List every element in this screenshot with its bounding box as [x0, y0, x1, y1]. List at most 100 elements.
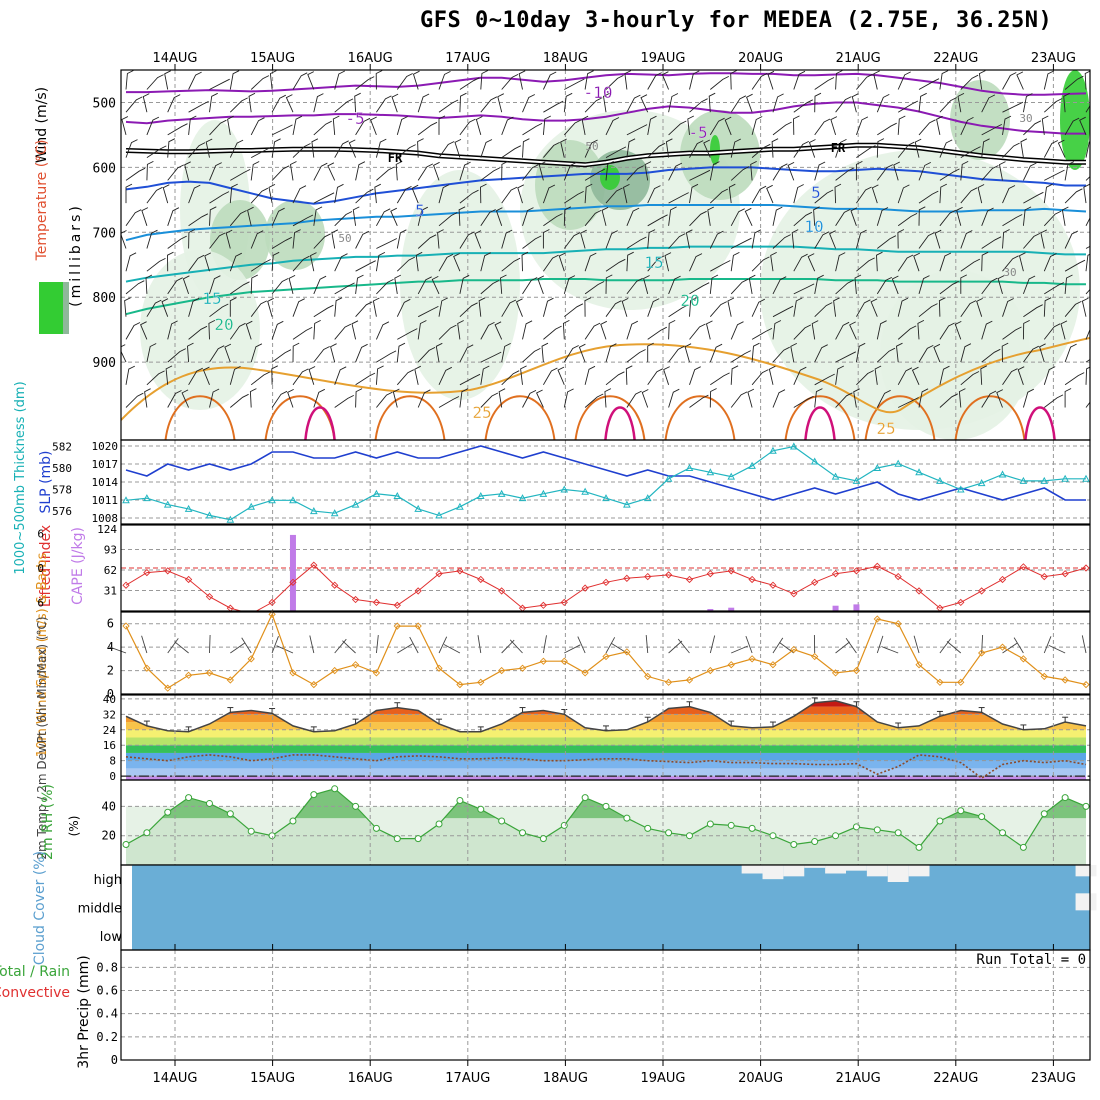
- wind-barb: [772, 389, 786, 408]
- wind-barb: [793, 297, 803, 317]
- lifted-index-marker: [205, 593, 214, 601]
- wind-barb: [647, 142, 666, 158]
- wind-barb: [334, 253, 348, 272]
- wind-tick-label: 2: [107, 664, 114, 678]
- wind-barb: [144, 388, 151, 408]
- wind10m-marker: [435, 664, 443, 672]
- thickness-marker: [518, 494, 527, 502]
- wind-barb: [563, 232, 581, 249]
- wind-barb: [1085, 401, 1090, 408]
- wind-barb: [626, 349, 646, 363]
- wind-barb: [668, 206, 677, 226]
- wind-barb: [917, 319, 925, 340]
- thickness-marker: [435, 511, 443, 519]
- wind-barb: [355, 301, 373, 318]
- lifted-index-marker: [414, 587, 422, 595]
- isotherm-35-line: [1024, 406, 1056, 440]
- wind-barb: [1041, 115, 1049, 135]
- wind-barb: [770, 251, 777, 272]
- wind-barb: [497, 93, 505, 113]
- wind-barb: [1022, 275, 1036, 295]
- top-day-label: 15AUG: [250, 51, 295, 66]
- lifted-index-marker: [1040, 572, 1048, 581]
- wind-barb: [913, 252, 921, 272]
- wind10m-marker: [602, 652, 610, 661]
- wind-barb: [438, 297, 449, 317]
- wind-barb: [522, 164, 539, 181]
- wind-barbs-upper: [121, 70, 1090, 408]
- wind10m-marker: [498, 666, 506, 675]
- wind-barb: [287, 388, 294, 408]
- wind10m-barb: [939, 638, 952, 654]
- wind-barb: [730, 166, 750, 181]
- wind-barb: [626, 124, 648, 136]
- wind-barb: [793, 140, 810, 158]
- wind-barb: [1002, 298, 1014, 317]
- wind-barb: [876, 164, 894, 181]
- wind-barb: [876, 251, 883, 272]
- thickness-marker: [351, 500, 360, 508]
- wind-barb: [376, 208, 391, 227]
- wind-barb: [918, 92, 927, 113]
- wind-barb: [661, 71, 670, 90]
- wind-barb: [271, 278, 289, 295]
- wind-barb: [584, 252, 597, 272]
- wind-barb: [1043, 140, 1059, 158]
- wind-barb: [1043, 297, 1052, 317]
- wind-barb: [229, 252, 243, 272]
- wind-barb: [960, 187, 978, 204]
- pressure-tick-label: 800: [93, 291, 116, 306]
- wind-barb: [458, 206, 466, 226]
- wind-barb: [457, 320, 464, 340]
- wind-barb: [417, 93, 430, 113]
- wind-barb: [374, 183, 382, 204]
- wind-barb: [1020, 138, 1028, 158]
- wind-barb: [453, 253, 461, 272]
- wind-barb: [709, 161, 720, 181]
- wind-barb: [850, 207, 858, 226]
- wind-barb: [793, 366, 807, 385]
- wind-barb: [876, 138, 885, 158]
- wind-barb: [352, 206, 360, 226]
- wind-barb: [1057, 139, 1066, 158]
- wind-barb: [939, 70, 949, 90]
- wind-barb: [647, 326, 668, 340]
- wind-barb: [807, 253, 816, 272]
- rh2m-marker: [811, 838, 819, 846]
- wind-barb: [750, 160, 757, 181]
- wind-barb: [960, 74, 979, 90]
- wind-barb: [622, 183, 630, 204]
- wind-barb: [227, 115, 234, 135]
- wind-barb: [249, 388, 257, 408]
- wind-barb: [247, 206, 254, 226]
- wind10m-marker: [414, 622, 422, 630]
- wind-barb: [1063, 92, 1070, 113]
- rh2m-marker: [122, 840, 130, 848]
- cloud-layer-label: middle: [78, 902, 122, 917]
- wind-barb: [1017, 366, 1025, 385]
- wind-barb: [245, 320, 253, 340]
- wind-barb: [334, 70, 346, 90]
- lifted-index-line: [125, 564, 1087, 611]
- top-day-label: 17AUG: [445, 51, 490, 66]
- wind-barb: [1064, 161, 1075, 181]
- wind-barb: [1064, 188, 1083, 204]
- upper-air-labels: Wind (m/s) Temperature (°C) RH (%) (mill…: [34, 87, 84, 335]
- contour-label: 10: [804, 217, 823, 236]
- wind-barb: [1064, 372, 1085, 386]
- lifted-index-marker: [602, 578, 610, 586]
- wind-barb: [709, 188, 729, 204]
- wind-barb: [250, 117, 265, 136]
- wind-barb: [459, 302, 478, 318]
- wind-barb: [1040, 229, 1048, 249]
- rh2m-marker: [226, 810, 234, 818]
- wind-barb: [730, 251, 740, 272]
- isotherm-30-line: [664, 395, 736, 440]
- wind10m-marker: [1040, 672, 1048, 681]
- wind-barb: [793, 70, 806, 90]
- wind-barb: [647, 185, 661, 204]
- rh2m-plot: [121, 785, 1090, 865]
- bottom-day-label: 23AUG: [1031, 1071, 1076, 1086]
- slp-line: [125, 445, 1086, 501]
